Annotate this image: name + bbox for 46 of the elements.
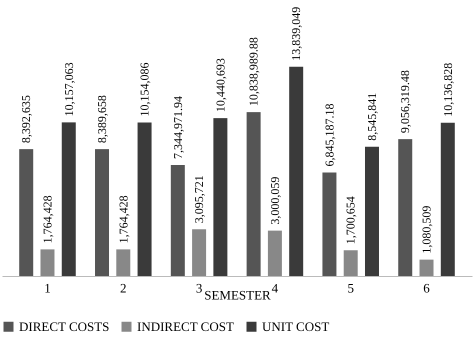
bar xyxy=(398,139,412,276)
x-tick-label: 5 xyxy=(347,280,354,296)
bar xyxy=(116,249,130,276)
data-label: 1,764,428 xyxy=(116,195,130,244)
bar xyxy=(344,250,358,276)
x-tick-label: 1 xyxy=(44,280,51,296)
bar xyxy=(192,229,206,276)
data-label: 10,440,693 xyxy=(213,58,228,112)
data-label: 8,389,658 xyxy=(95,95,110,144)
data-label: 8,392,635 xyxy=(19,95,34,144)
bar xyxy=(19,149,34,276)
x-tick-label: 6 xyxy=(423,280,430,296)
legend-label: DIRECT COSTS xyxy=(19,318,110,334)
data-label: 10,157,063 xyxy=(62,62,76,116)
data-label: 10,838,989.88 xyxy=(246,37,261,106)
bar xyxy=(440,122,455,276)
data-label: 1,080,509 xyxy=(420,206,434,254)
data-label: 9,056,319.48 xyxy=(398,70,412,134)
data-label: 1,764,428 xyxy=(40,195,54,244)
bar xyxy=(364,146,379,276)
legend-label: INDIRECT COST xyxy=(137,318,234,334)
data-label: 8,545,841 xyxy=(364,92,379,141)
x-tick-label: 4 xyxy=(272,280,279,296)
bar xyxy=(268,230,282,276)
bar xyxy=(62,122,76,276)
data-label: 13,839,049 xyxy=(289,6,304,61)
data-label: 6,845,187.18 xyxy=(322,104,336,167)
data-label: 10,136,828 xyxy=(440,62,455,117)
data-label: 3,000,059 xyxy=(268,176,282,225)
data-label: 3,095,721 xyxy=(192,175,206,224)
bar xyxy=(95,149,110,276)
data-label: 7,344,971.94 xyxy=(170,96,185,159)
bar xyxy=(420,260,434,276)
x-axis-title: SEMESTER xyxy=(204,288,272,302)
data-label: 1,700,654 xyxy=(344,196,358,244)
bar xyxy=(322,172,336,276)
bar xyxy=(138,122,152,276)
x-tick-label: 3 xyxy=(196,280,202,296)
data-label: 10,154,086 xyxy=(138,62,152,116)
bar xyxy=(170,164,185,276)
bar xyxy=(289,66,304,276)
bar xyxy=(40,249,54,276)
x-tick-label: 2 xyxy=(120,280,127,296)
legend-label: UNIT COST xyxy=(262,318,330,334)
bar xyxy=(213,118,228,276)
bar xyxy=(246,112,261,276)
